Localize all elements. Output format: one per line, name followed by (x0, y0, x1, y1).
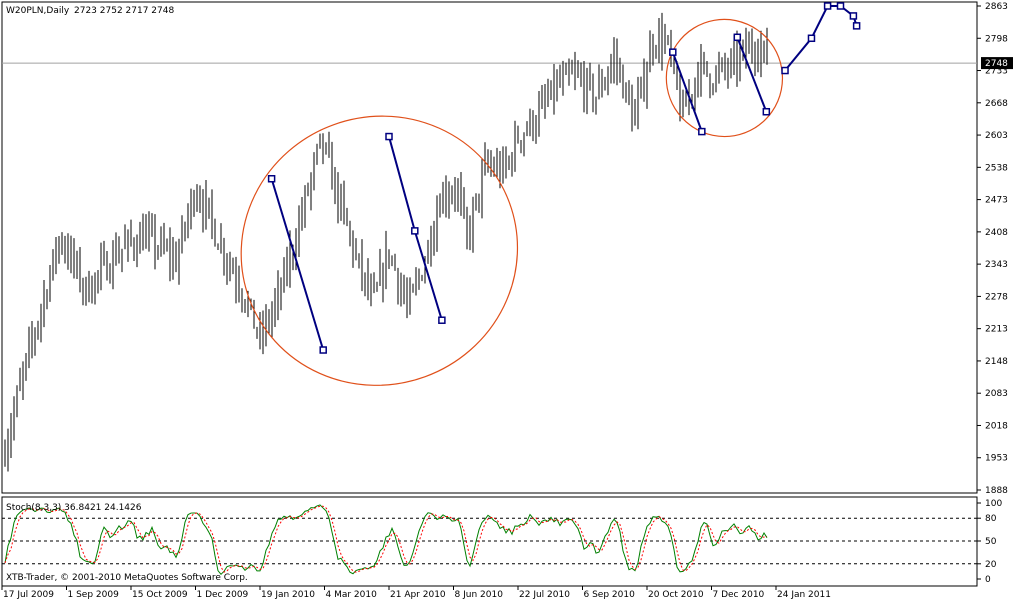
stoch-signal-line (4, 505, 768, 573)
stoch-tick-label: 50 (985, 537, 997, 547)
projection-point (823, 2, 832, 10)
time-tick-label: 1 Sep 2009 (68, 590, 120, 600)
price-tick-label: 2278 (985, 292, 1008, 302)
time-tick-label: 17 Jul 2009 (3, 590, 54, 600)
wave-point (669, 48, 677, 56)
price-tick-label: 2343 (985, 260, 1008, 270)
pattern-ellipse (240, 115, 519, 386)
wave-line (671, 51, 703, 132)
time-tick-label: 24 Jan 2011 (777, 590, 831, 600)
wave-point (411, 227, 419, 235)
price-tick-label: 2018 (985, 421, 1008, 431)
wave-point (733, 33, 742, 42)
projection-point (807, 34, 816, 43)
wave-point (762, 107, 771, 116)
current-price-line: 2748 (2, 57, 1013, 70)
stoch-lines (4, 504, 768, 576)
price-tick-label: 2408 (985, 228, 1008, 238)
price-tick-label: 2863 (985, 2, 1008, 12)
projection-point (781, 66, 789, 75)
ohlc-bars (4, 12, 768, 472)
projection-point (852, 22, 861, 30)
price-tick-label: 1888 (985, 486, 1008, 496)
time-tick-label: 19 Jan 2010 (261, 590, 315, 600)
wave-lines (267, 33, 771, 354)
current-price-tag (981, 57, 1013, 70)
wave-point (319, 346, 327, 354)
time-tick-label: 6 Sep 2010 (584, 590, 636, 600)
time-tick-label: 8 Jun 2010 (455, 590, 504, 600)
wave-line (270, 178, 325, 351)
current-price-label: 2748 (985, 59, 1008, 69)
stoch-tick-label: 100 (985, 499, 1002, 509)
price-tick-label: 2538 (985, 163, 1008, 173)
projection-point (849, 12, 858, 20)
ohlc-label: 2723 2752 2717 2748 (74, 6, 174, 16)
time-tick-label: 21 Apr 2010 (390, 590, 446, 600)
price-tick-label: 2798 (985, 34, 1008, 44)
stoch-label: Stoch(8,3,3) 36.8421 24.1426 (6, 503, 142, 513)
price-tick-label: 2148 (985, 357, 1008, 367)
time-tick-label: 22 Jul 2010 (519, 590, 570, 600)
price-tick-label: 2213 (985, 325, 1008, 335)
stoch-tick-label: 80 (985, 514, 997, 524)
wave-point (267, 175, 276, 183)
projection-point (836, 2, 845, 10)
projection-line (781, 2, 861, 75)
price-panel (1, 1, 978, 494)
wave-point (385, 132, 393, 141)
wave-point (698, 127, 706, 136)
stoch-main-line (4, 504, 768, 576)
price-tick-label: 1953 (985, 454, 1008, 464)
time-tick-label: 15 Oct 2009 (132, 590, 188, 600)
stoch-tick-label: 20 (985, 560, 997, 570)
wave-point (438, 316, 446, 324)
price-tick-label: 2733 (985, 67, 1008, 77)
copyright-text: XTB-Trader, © 2001-2010 MetaQuotes Softw… (6, 573, 248, 583)
stoch-tick-label: 0 (985, 575, 991, 585)
price-tick-label: 2603 (985, 131, 1008, 141)
time-tick-label: 20 Oct 2010 (648, 590, 704, 600)
time-tick-label: 7 Dec 2010 (713, 590, 765, 600)
price-tick-label: 2083 (985, 389, 1008, 399)
time-axis: 17 Jul 2009 1 Sep 2009 15 Oct 2009 1 Dec 20… (1, 586, 831, 600)
time-tick-label: 4 Mar 2010 (326, 590, 378, 600)
price-tick-label: 2473 (985, 196, 1008, 206)
wave-line (736, 36, 768, 113)
time-tick-label: 1 Dec 2009 (197, 590, 249, 600)
price-tick-label: 2668 (985, 99, 1008, 109)
symbol-label: W20PLN,Daily (6, 6, 70, 16)
price-axis: 1888 1953 2018 2083 2148 2213 2278 2343 2408 2473… (977, 2, 1008, 496)
stoch-axis: 100 80 50 20 0 (2, 499, 1002, 585)
